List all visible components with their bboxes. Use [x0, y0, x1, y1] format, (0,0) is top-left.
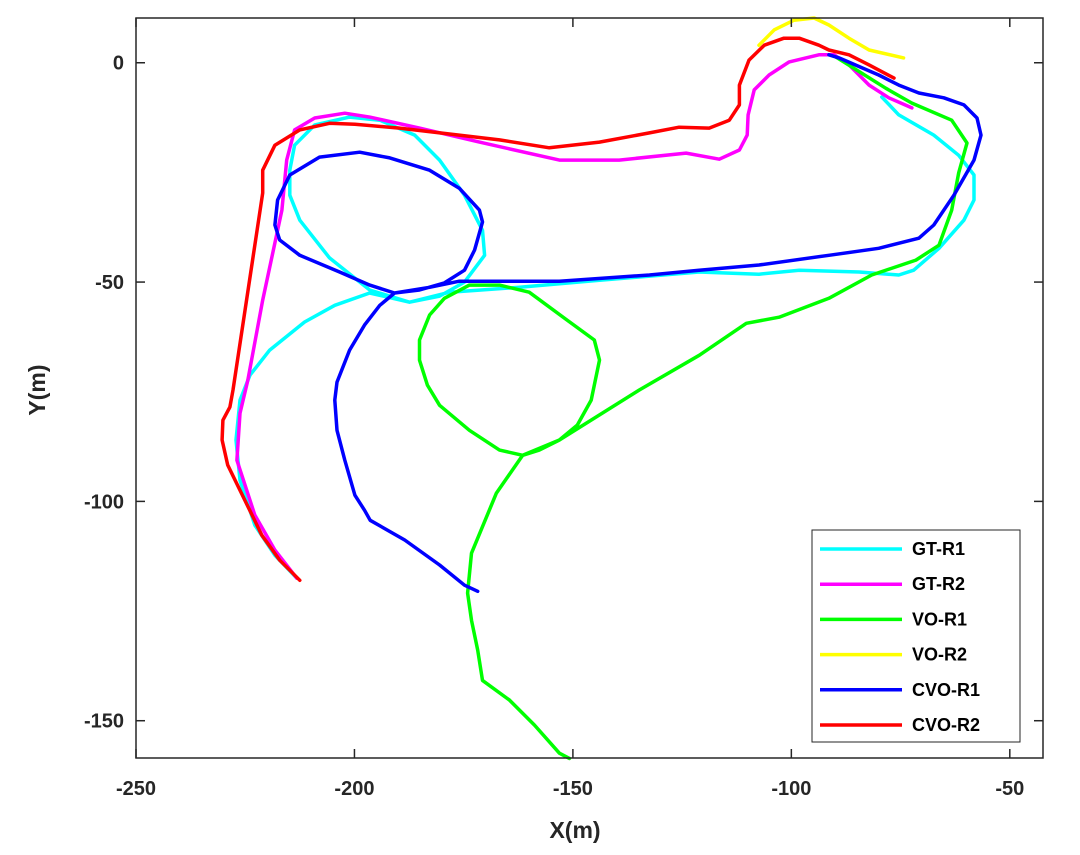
y-tick-label: -150	[84, 711, 124, 733]
series-line-cvo-r1	[273, 53, 983, 594]
x-axis-label: X(m)	[549, 817, 600, 843]
legend-item-vo-r2: VO-R2	[820, 645, 967, 665]
legend-label: CVO-R1	[912, 680, 980, 700]
x-tick-label: -250	[116, 778, 156, 800]
y-axis-label: Y(m)	[24, 364, 50, 415]
series-line-vo-r2	[757, 16, 906, 60]
plot-area-frame	[135, 17, 1044, 759]
legend-item-vo-r1: VO-R1	[820, 609, 967, 629]
legend-label: GT-R1	[912, 539, 965, 559]
legend-label: CVO-R2	[912, 715, 980, 735]
series-layer	[220, 16, 983, 761]
series-line-gt-r2	[235, 53, 914, 580]
legend-label: VO-R1	[912, 609, 967, 629]
legend-item-cvo-r2: CVO-R2	[820, 715, 980, 735]
ticks-layer: -250 -200 -150 -100 -50 0 -50 -100 -150	[84, 18, 1043, 800]
legend-label: GT-R2	[912, 574, 965, 594]
series-line-gt-r1	[234, 95, 976, 580]
y-tick-label: 0	[113, 53, 124, 75]
series-line-cvo-r2	[220, 36, 896, 583]
legend: GT-R1 GT-R2 VO-R1 VO-R2 CVO-R1 CVO-R2	[811, 529, 1021, 743]
legend-item-cvo-r1: CVO-R1	[820, 680, 980, 700]
x-tick-label: -150	[553, 778, 593, 800]
legend-item-gt-r2: GT-R2	[820, 574, 965, 594]
x-tick-label: -200	[334, 778, 374, 800]
legend-item-gt-r1: GT-R1	[820, 539, 965, 559]
legend-label: VO-R2	[912, 645, 967, 665]
y-tick-label: -100	[84, 491, 124, 513]
x-tick-label: -50	[995, 778, 1024, 800]
legend-box	[811, 529, 1021, 743]
x-tick-label: -100	[771, 778, 811, 800]
y-tick-label: -50	[95, 272, 124, 294]
series-line-vo-r1	[417, 55, 969, 761]
